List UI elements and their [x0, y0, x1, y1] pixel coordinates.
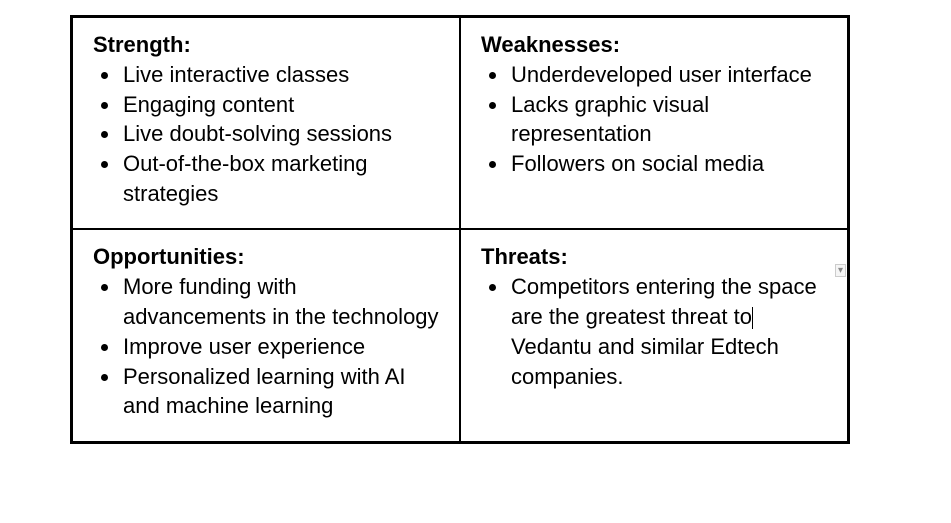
- weaknesses-list: Underdeveloped user interface Lacks grap…: [481, 60, 827, 179]
- list-item: Improve user experience: [121, 332, 439, 362]
- list-item: Competitors entering the space are the g…: [509, 272, 827, 391]
- threats-heading: Threats:: [481, 244, 827, 270]
- list-item: Lacks graphic visual representation: [509, 90, 827, 149]
- opportunities-heading: Opportunities:: [93, 244, 439, 270]
- list-item: Out-of-the-box marketing strategies: [121, 149, 439, 208]
- threat-text-suffix: Vedantu and similar Edtech companies.: [511, 334, 779, 389]
- strength-list: Live interactive classes Engaging conten…: [93, 60, 439, 208]
- weaknesses-heading: Weaknesses:: [481, 32, 827, 58]
- text-cursor-icon: [752, 307, 753, 329]
- list-item: Personalized learning with AI and machin…: [121, 362, 439, 421]
- opportunities-cell: Opportunities: More funding with advance…: [72, 229, 460, 441]
- list-item: Underdeveloped user interface: [509, 60, 827, 90]
- threats-cell: Threats: Competitors entering the space …: [460, 229, 848, 441]
- strength-heading: Strength:: [93, 32, 439, 58]
- list-item: Live interactive classes: [121, 60, 439, 90]
- strength-cell: Strength: Live interactive classes Engag…: [72, 17, 460, 229]
- list-item: Engaging content: [121, 90, 439, 120]
- threat-text-prefix: Competitors entering the space are the g…: [511, 274, 817, 329]
- threats-list: Competitors entering the space are the g…: [481, 272, 827, 391]
- list-item: Live doubt-solving sessions: [121, 119, 439, 149]
- list-item: More funding with advancements in the te…: [121, 272, 439, 331]
- list-item: Followers on social media: [509, 149, 827, 179]
- dropdown-marker-icon[interactable]: ▾: [835, 264, 846, 277]
- weaknesses-cell: Weaknesses: Underdeveloped user interfac…: [460, 17, 848, 229]
- opportunities-list: More funding with advancements in the te…: [93, 272, 439, 420]
- swot-grid: Strength: Live interactive classes Engag…: [70, 15, 850, 444]
